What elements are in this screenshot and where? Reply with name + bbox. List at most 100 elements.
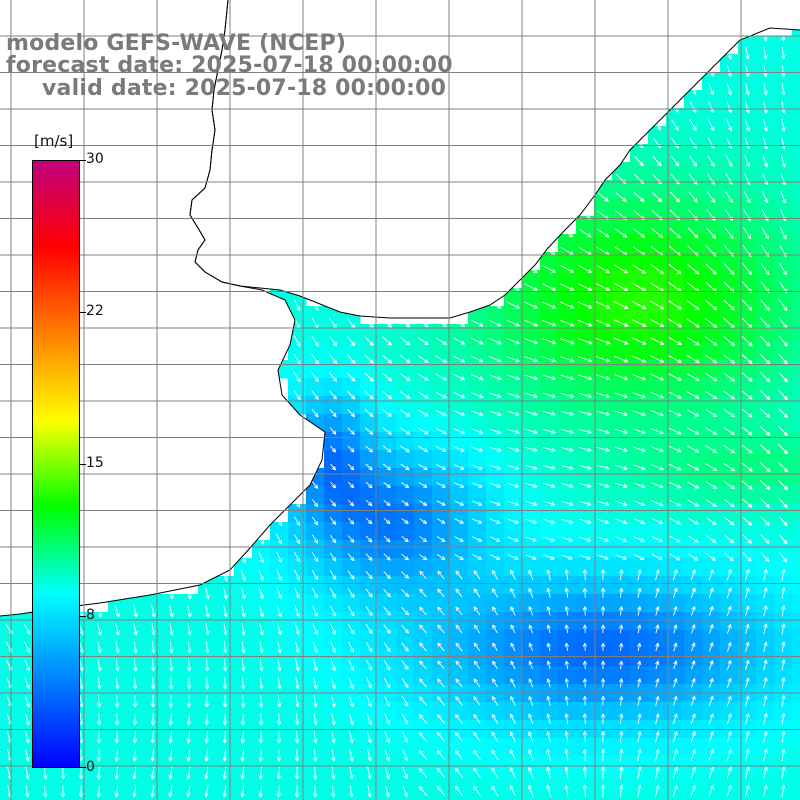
wind-arrow — [668, 481, 682, 489]
speed-cell — [648, 612, 667, 631]
speed-cell — [756, 774, 775, 793]
speed-cell — [774, 396, 793, 415]
wind-arrow — [619, 766, 624, 780]
wind-arrow — [259, 676, 264, 690]
speed-cell — [666, 468, 685, 487]
speed-cell — [648, 486, 667, 505]
speed-cell — [90, 666, 109, 685]
speed-cell — [594, 540, 613, 559]
wind-arrow — [489, 482, 501, 488]
wind-arrow — [705, 517, 717, 525]
speed-cell — [360, 756, 379, 775]
speed-cell — [540, 414, 559, 433]
wind-arrow — [114, 766, 119, 780]
wind-arrow — [435, 373, 447, 381]
wind-arrow — [546, 606, 551, 616]
wind-arrow — [349, 731, 354, 744]
wind-arrow — [651, 500, 664, 507]
wind-arrow — [43, 766, 48, 780]
speed-cell — [360, 450, 379, 469]
speed-cell — [594, 648, 613, 667]
speed-cell — [792, 468, 800, 487]
speed-cell — [18, 774, 37, 793]
speed-cell — [468, 558, 487, 577]
wind-arrow — [726, 642, 732, 652]
speed-cell — [576, 234, 595, 253]
wind-arrow — [240, 784, 245, 798]
speed-cell — [756, 666, 775, 685]
speed-cell — [324, 738, 343, 757]
wind-arrow — [383, 481, 391, 489]
speed-cell — [180, 594, 199, 613]
wind-arrow — [673, 678, 678, 688]
wind-arrow — [453, 410, 465, 417]
wind-arrow — [632, 500, 646, 507]
speed-cell — [342, 594, 361, 613]
wind-arrow — [470, 392, 484, 399]
wind-arrow — [151, 640, 156, 654]
wind-arrow — [781, 748, 786, 762]
speed-cell — [504, 666, 523, 685]
wind-arrow — [708, 587, 714, 599]
wind-arrow — [741, 408, 753, 418]
speed-cell — [468, 378, 487, 397]
speed-cell — [720, 504, 739, 523]
speed-cell — [702, 666, 721, 685]
wind-arrow — [564, 606, 569, 616]
wind-arrow — [651, 535, 663, 543]
wind-arrow — [670, 155, 680, 167]
wind-arrow — [331, 730, 336, 744]
wind-arrow — [705, 263, 717, 275]
speed-cell — [432, 666, 451, 685]
speed-cell — [270, 630, 289, 649]
wind-arrow — [632, 373, 647, 381]
wind-arrow — [668, 373, 682, 381]
wind-arrow — [240, 766, 245, 780]
wind-arrow — [492, 606, 498, 616]
wind-arrow — [613, 319, 629, 327]
wind-arrow — [690, 749, 696, 761]
wind-arrow — [168, 730, 173, 744]
wind-arrow — [577, 338, 593, 345]
speed-cell — [396, 756, 415, 775]
speed-cell — [792, 540, 800, 559]
wind-arrow — [759, 426, 771, 436]
speed-cell — [558, 342, 577, 361]
speed-cell — [270, 540, 289, 559]
speed-cell — [468, 432, 487, 451]
speed-cell — [558, 792, 577, 800]
speed-cell — [504, 630, 523, 649]
speed-cell — [630, 144, 649, 163]
wind-arrow — [222, 676, 228, 690]
wind-arrow — [382, 427, 392, 435]
wind-arrow — [582, 766, 587, 780]
speed-cell — [576, 558, 595, 577]
speed-cell — [522, 702, 541, 721]
wind-arrow — [259, 640, 264, 654]
wind-arrow — [418, 445, 429, 453]
speed-cell — [504, 648, 523, 667]
colorbar-tick: 0 — [86, 759, 95, 775]
wind-arrow — [600, 784, 606, 798]
speed-cell — [414, 324, 433, 343]
wind-arrow — [169, 658, 174, 672]
wind-arrow — [169, 622, 174, 636]
speed-cell — [594, 468, 613, 487]
wind-arrow — [577, 319, 593, 327]
land-west — [0, 0, 325, 616]
speed-cell — [630, 756, 649, 775]
wind-arrow — [437, 570, 445, 580]
speed-cell — [270, 666, 289, 685]
wind-arrow — [564, 660, 570, 670]
speed-cell — [576, 648, 595, 667]
speed-cell — [54, 774, 73, 793]
speed-cell — [558, 468, 577, 487]
speed-cell — [108, 666, 127, 685]
speed-cell — [324, 648, 343, 667]
speed-cell — [252, 774, 271, 793]
speed-cell — [648, 522, 667, 541]
wind-arrow — [528, 660, 533, 670]
wind-arrow — [365, 624, 373, 635]
speed-cell — [738, 792, 757, 800]
